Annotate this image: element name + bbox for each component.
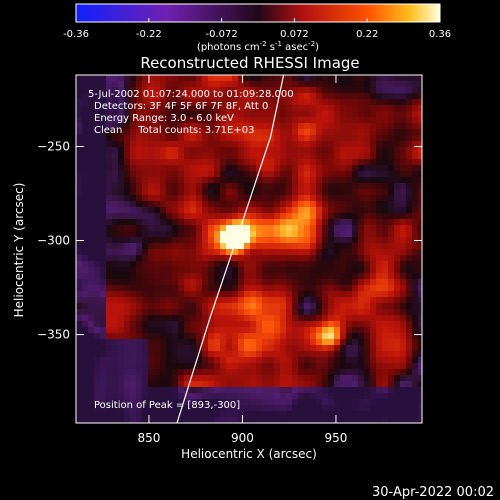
y-axis: −350 −300 −250 [37,139,422,342]
colorbar-unit: (photons cm-2 s-1 asec-2) [197,40,319,53]
annotation-detectors: Detectors: 3F 4F 5F 6F 7F 8F, Att 0 [94,101,268,112]
annotation-clean-counts: Clean Total counts: 3.71E+03 [94,125,254,136]
y-tick-label: −350 [37,328,70,342]
y-tick-label: −300 [37,234,70,248]
plot-frame [75,74,423,424]
y-axis-label: Heliocentric Y (arcsec) [12,183,26,318]
x-tick-label: 850 [137,431,160,445]
colorbar: -0.36 -0.22 -0.072 0.072 0.22 0.36 (photons c… [63,3,451,53]
solar-limb-curve [176,75,285,423]
x-tick-label: 950 [325,431,348,445]
peak-position-label: Position of Peak = [893,-300] [94,400,240,411]
x-tick-label: 900 [231,431,254,445]
colorbar-tick-label: -0.36 [63,29,89,40]
colorbar-tick-label: -0.22 [136,29,162,40]
chart-title: Reconstructed RHESSI Image [140,54,359,72]
colorbar-tick-label: -0.072 [205,29,237,40]
x-axis: 850 900 950 [137,75,347,445]
annotation-block: 5-Jul-2002 01:07:24.000 to 01:09:28.000 … [88,89,294,136]
colorbar-tick-label: 0.36 [429,29,451,40]
colorbar-ticks: -0.36 -0.22 -0.072 0.072 0.22 0.36 [63,18,451,40]
colorbar-gradient [75,3,441,23]
footer-date: 30-Apr-2022 00:02 [372,485,494,500]
colorbar-tick-label: 0.22 [356,29,378,40]
x-axis-label: Heliocentric X (arcsec) [181,447,317,461]
annotation-time-range: 5-Jul-2002 01:07:24.000 to 01:09:28.000 [88,89,294,100]
colorbar-tick-label: 0.072 [280,29,309,40]
annotation-energy-range: Energy Range: 3.0 - 6.0 keV [94,113,234,124]
y-tick-label: −250 [37,139,70,153]
heatmap-image [76,75,422,423]
